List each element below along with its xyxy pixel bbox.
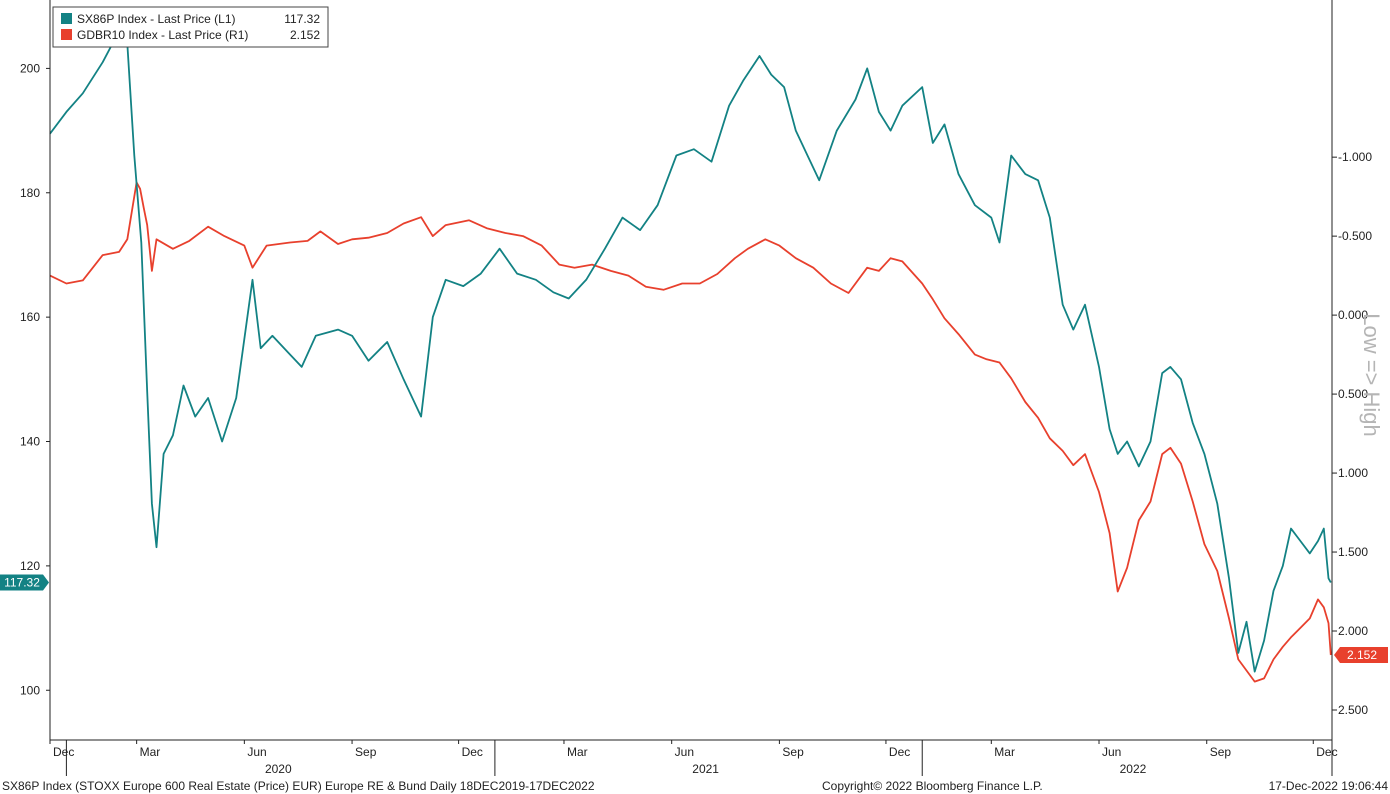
x-tick: Sep — [351, 740, 377, 759]
x-tick: Dec — [49, 740, 74, 759]
y-right-tick: 1.500 — [1332, 545, 1368, 559]
y-right-tick: 1.000 — [1332, 466, 1368, 480]
y-right-tick-label: 0.000 — [1338, 308, 1368, 322]
x-tick: Dec — [885, 740, 910, 759]
x-tick: Sep — [778, 740, 804, 759]
x-tick-label: Dec — [1316, 745, 1337, 759]
x-tick-label: Mar — [140, 745, 161, 759]
y-left-tick: 200 — [20, 61, 50, 75]
y-right-tick: 0.500 — [1332, 387, 1368, 401]
footer-description: SX86P Index (STOXX Europe 600 Real Estat… — [2, 779, 595, 793]
y-right-tick-label: -1.000 — [1338, 150, 1372, 164]
x-tick: Jun — [243, 740, 267, 759]
x-tick: Dec — [1312, 740, 1338, 759]
y-right-tick-label: 1.500 — [1338, 545, 1368, 559]
y-right-tick: 0.000 — [1332, 308, 1368, 322]
legend-swatch — [61, 29, 72, 40]
footer-timestamp: 17-Dec-2022 19:06:44 — [1268, 779, 1388, 793]
y-left-tick: 100 — [20, 683, 50, 697]
x-tick-label: Sep — [1210, 745, 1232, 759]
legend-box — [52, 6, 329, 48]
x-tick: Sep — [1206, 740, 1232, 759]
y-right-tick-label: -0.500 — [1338, 229, 1372, 243]
y-right-tick-label: 2.500 — [1338, 703, 1368, 717]
y-left-tick: 160 — [20, 310, 50, 324]
y-left-tick-label: 120 — [20, 559, 40, 573]
legend-label: GDBR10 Index - Last Price (R1) — [77, 28, 248, 42]
y-right-tick-label: 2.000 — [1338, 624, 1368, 638]
x-tick: Jun — [1098, 740, 1121, 759]
y-right-tick: 2.500 — [1332, 703, 1368, 717]
x-tick-label: Dec — [53, 745, 74, 759]
y-right-tick-label: 0.500 — [1338, 387, 1368, 401]
legend-label: SX86P Index - Last Price (L1) — [77, 12, 236, 26]
x-year-label: 2022 — [1120, 762, 1147, 776]
x-tick-label: Dec — [462, 745, 483, 759]
right-axis-title: Low => High — [1359, 313, 1384, 437]
x-tick-label: Mar — [994, 745, 1015, 759]
x-tick: Mar — [990, 740, 1015, 759]
x-tick-label: Jun — [247, 745, 266, 759]
y-right-tick: -0.500 — [1332, 229, 1372, 243]
last-value-tag-left: 117.32 — [0, 574, 49, 591]
footer-copyright: Copyright© 2022 Bloomberg Finance L.P. — [822, 779, 1043, 793]
x-tick: Mar — [136, 740, 161, 759]
y-left-tick: 140 — [20, 435, 50, 449]
legend-last-value: 2.152 — [290, 28, 320, 42]
x-tick-label: Sep — [355, 745, 377, 759]
y-left-tick: 120 — [20, 559, 50, 573]
y-left-tick-label: 140 — [20, 435, 40, 449]
x-tick-label: Jun — [1102, 745, 1121, 759]
series-line — [49, 181, 1332, 683]
last-value-tag-right: 2.152 — [1334, 647, 1388, 664]
y-right-tick: 2.000 — [1332, 624, 1368, 638]
x-tick: Mar — [563, 740, 588, 759]
y-right-tick: -1.000 — [1332, 150, 1372, 164]
x-year-label: 2021 — [692, 762, 719, 776]
y-left-tick: 180 — [20, 186, 50, 200]
x-tick-label: Mar — [567, 745, 588, 759]
x-tick: Jun — [671, 740, 694, 759]
x-tick-label: Dec — [889, 745, 910, 759]
y-left-tick-label: 100 — [20, 683, 40, 697]
last-value-tag-right-text: 2.152 — [1347, 648, 1377, 662]
legend-swatch — [61, 13, 72, 24]
y-left-tick-label: 160 — [20, 310, 40, 324]
footer: SX86P Index (STOXX Europe 600 Real Estat… — [0, 777, 1390, 794]
x-tick: Dec — [458, 740, 483, 759]
y-right-tick-label: 1.000 — [1338, 466, 1368, 480]
last-value-tag-left-text: 117.32 — [4, 576, 40, 590]
legend: SX86P Index - Last Price (L1) 117.32 GDBR1… — [52, 6, 329, 48]
y-left-tick-label: 200 — [20, 61, 40, 75]
x-year-label: 2020 — [265, 762, 292, 776]
x-tick-label: Jun — [675, 745, 694, 759]
x-tick-label: Sep — [782, 745, 804, 759]
series-line — [49, 30, 1332, 673]
y-left-tick-label: 180 — [20, 186, 40, 200]
legend-last-value: 117.32 — [284, 12, 320, 26]
